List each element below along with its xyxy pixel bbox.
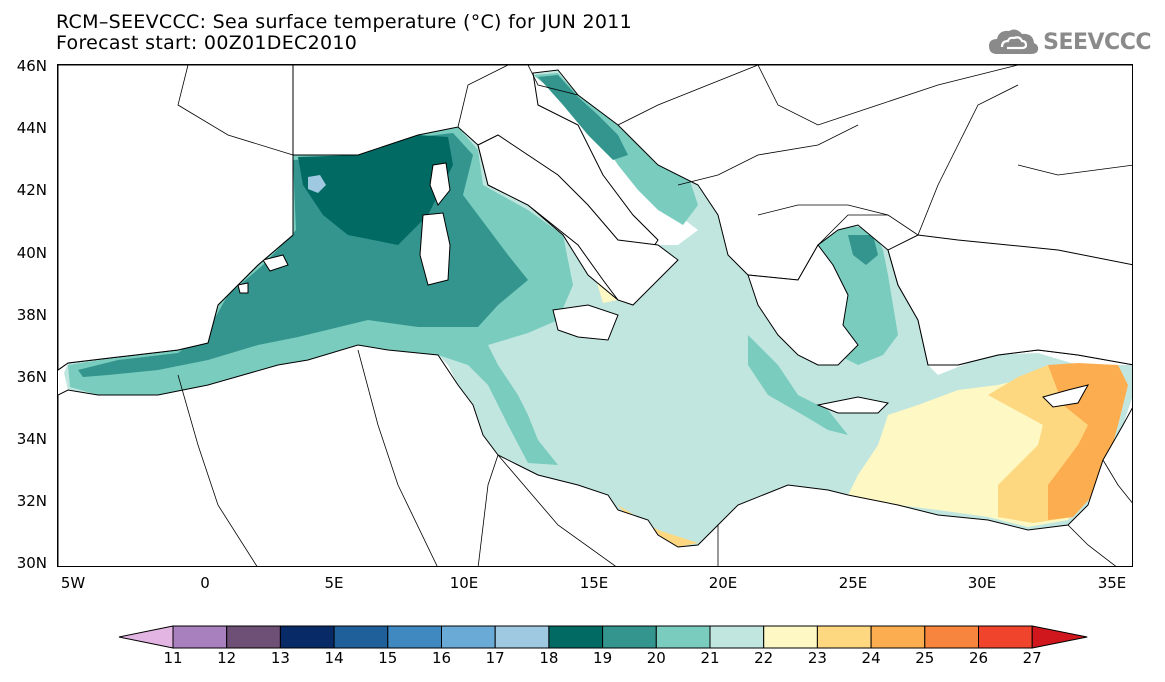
colorbar-label: 11 (163, 649, 183, 667)
colorbar-label: 15 (378, 649, 398, 667)
land-corsica (429, 162, 451, 206)
lat-label-36n: 36N (16, 368, 47, 386)
country-borders (177, 65, 1132, 566)
map-panel (57, 64, 1133, 567)
lat-label-34n: 34N (16, 430, 47, 448)
colorbar-box (441, 625, 496, 649)
colorbar-box (226, 625, 281, 649)
lon-label-10e: 10E (449, 574, 479, 592)
colorbar-label: 27 (1022, 649, 1042, 667)
land-iberia (58, 65, 294, 371)
sst-map (58, 65, 1132, 566)
colorbar-box (548, 625, 604, 649)
colorbar-arrow-high (1031, 625, 1088, 649)
colorbar-label: 13 (270, 649, 290, 667)
title-line-2: Forecast start: 00Z01DEC2010 (56, 32, 358, 54)
colorbar-label: 20 (646, 649, 666, 667)
land-cyprus (1042, 384, 1089, 408)
sea-region-17-spot (308, 175, 326, 193)
lon-label-30e: 30E (967, 574, 997, 592)
land-anatolia (887, 234, 1132, 366)
colorbar-label: 18 (539, 649, 559, 667)
sea-region-19-aegean (848, 235, 878, 265)
lat-label-30n: 30N (16, 554, 47, 572)
lon-label-25e: 25E (838, 574, 868, 592)
lat-label-42n: 42N (16, 181, 47, 199)
colorbar-box (279, 625, 335, 649)
colorbar-label: 26 (968, 649, 989, 667)
colorbar-label: 24 (861, 649, 881, 667)
lat-label-44n: 44N (16, 119, 47, 137)
lon-label-5e: 5E (324, 574, 344, 592)
lon-label-20e: 20E (708, 574, 738, 592)
lat-label-32n: 32N (16, 492, 47, 510)
land-italy (477, 134, 679, 306)
colorbar-label: 17 (485, 649, 505, 667)
colorbar-arrow-low (118, 625, 174, 649)
colorbar-box (172, 625, 228, 649)
colorbar-label: 12 (217, 649, 237, 667)
colorbar-box (924, 625, 979, 649)
lat-label-46n: 46N (16, 57, 47, 75)
sea-region-22-coast-south (618, 505, 698, 547)
cloud-icon (989, 29, 1039, 54)
colorbar-box (494, 625, 550, 649)
lat-label-40n: 40N (16, 244, 47, 262)
lon-label-5w: 5W (60, 574, 86, 592)
land-africa (58, 344, 1132, 566)
colorbar-label: 22 (754, 649, 774, 667)
colorbar-box (763, 625, 818, 649)
lon-label-0: 0 (200, 574, 210, 592)
colorbar-box (870, 625, 926, 649)
land-crete (816, 396, 890, 414)
sea-region-19-adriatic (538, 75, 628, 160)
logo-text: SEEVCCC (1043, 29, 1151, 55)
colorbar-label: 23 (807, 649, 827, 667)
colorbar-box (709, 625, 765, 649)
land-mallorca (262, 254, 289, 272)
land-sardinia (419, 212, 451, 286)
lat-label-38n: 38N (16, 306, 47, 324)
land-sicily (552, 304, 619, 341)
title-line-1: RCM–SEEVCCC: Sea surface temperature (°C… (56, 11, 632, 33)
land-ibiza (237, 282, 249, 294)
colorbar-box (333, 625, 389, 649)
lon-label-35e: 35E (1097, 574, 1127, 592)
colorbar-label: 21 (700, 649, 720, 667)
colorbar-label: 19 (593, 649, 613, 667)
colorbar-label: 25 (915, 649, 935, 667)
colorbar-box (816, 625, 872, 649)
chart-title: RCM–SEEVCCC: Sea surface temperature (°C… (56, 12, 632, 54)
colorbar-label: 16 (431, 649, 452, 667)
colorbar-box (602, 625, 657, 649)
colorbar-box (655, 625, 711, 649)
colorbar-label: 14 (324, 649, 344, 667)
sea-region-18 (298, 135, 453, 245)
colorbar-box (978, 625, 1033, 649)
colorbar (118, 625, 1088, 649)
seevccc-logo: SEEVCCC (989, 26, 1151, 58)
lon-label-15e: 15E (579, 574, 609, 592)
colorbar-box (387, 625, 442, 649)
land-boundaries (58, 65, 1132, 566)
sea-region-20-ionian (748, 335, 848, 435)
